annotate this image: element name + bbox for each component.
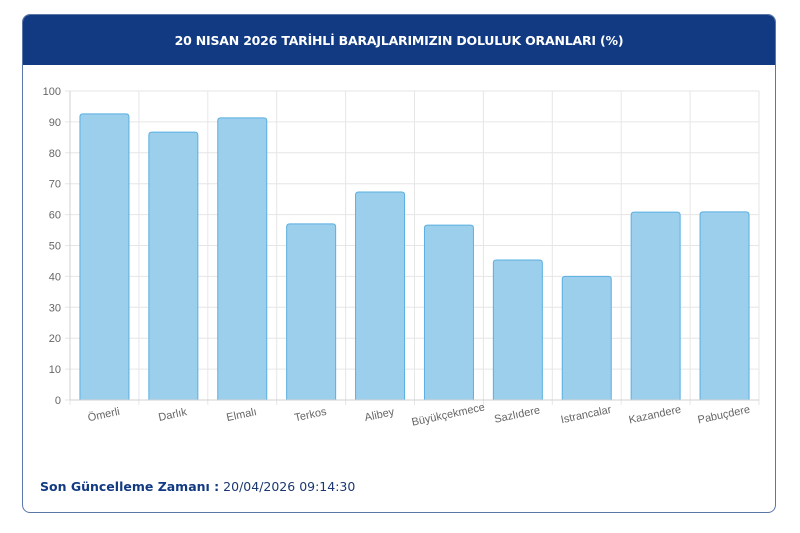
x-tick-label: Istrancalar xyxy=(560,404,613,426)
y-tick-label: 100 xyxy=(43,86,61,98)
x-tick-label: Darlık xyxy=(157,406,188,424)
y-tick-label: 40 xyxy=(49,271,61,283)
y-tick-label: 70 xyxy=(49,179,61,191)
y-tick-label: 50 xyxy=(49,241,61,253)
bar-pabuçdere[interactable]: Pabuçdere: 60.9 xyxy=(699,211,750,401)
y-tick-label: 10 xyxy=(49,364,61,376)
x-tick-label: Kazandere xyxy=(628,404,683,427)
bar-istrancalar[interactable]: Istrancalar: 40 xyxy=(561,275,612,401)
x-tick-label: Büyükçekmece xyxy=(411,401,486,428)
last-updated-value: 20/04/2026 09:14:30 xyxy=(223,479,356,494)
y-tick-label: 90 xyxy=(49,117,61,129)
bar-terkos[interactable]: Terkos: 57 xyxy=(286,223,337,401)
dam-levels-card: 20 NISAN 2026 TARİHLİ BARAJLARIMIZIN DOL… xyxy=(22,14,776,513)
bar-elmalı[interactable]: Elmalı: 91.3 xyxy=(217,117,268,401)
bar-chart: 0 10 20 30 40 50 60 70 80 90 100 Ömerli: 92.6 Ömerli… xyxy=(43,86,760,429)
bar-kazandere[interactable]: Kazandere: 60.8 xyxy=(630,211,681,401)
last-updated: Son Güncelleme Zamanı : 20/04/2026 09:14… xyxy=(40,479,355,494)
y-tick-label: 30 xyxy=(49,302,61,314)
bar-sazlıdere[interactable]: Sazlıdere: 45.3 xyxy=(492,259,543,401)
x-tick-label: Sazlıdere xyxy=(493,404,541,425)
x-tick-label: Terkos xyxy=(293,406,328,425)
bar-ömerli[interactable]: Ömerli: 92.6 xyxy=(79,113,130,401)
card-header: 20 NISAN 2026 TARİHLİ BARAJLARIMIZIN DOL… xyxy=(23,15,775,65)
y-tick-label: 60 xyxy=(49,210,61,222)
bar-alibey[interactable]: Alibey: 67.3 xyxy=(355,191,406,401)
x-tick-label: Elmalı xyxy=(225,406,257,424)
chart-title: 20 NISAN 2026 TARİHLİ BARAJLARIMIZIN DOL… xyxy=(174,32,624,48)
bar-büyükçekmece[interactable]: Büyükçekmece: 56.6 xyxy=(423,224,474,401)
y-tick-label: 80 xyxy=(49,148,61,160)
x-tick-label: Ömerli xyxy=(87,406,121,424)
x-tick-label: Alibey xyxy=(364,406,396,424)
last-updated-label: Son Güncelleme Zamanı : xyxy=(40,479,220,494)
y-tick-label: 20 xyxy=(49,333,61,345)
x-tick-label: Pabuçdere xyxy=(697,404,752,427)
y-tick-label: 0 xyxy=(55,395,61,407)
bar-darlık[interactable]: Darlık: 86.7 xyxy=(148,131,199,401)
